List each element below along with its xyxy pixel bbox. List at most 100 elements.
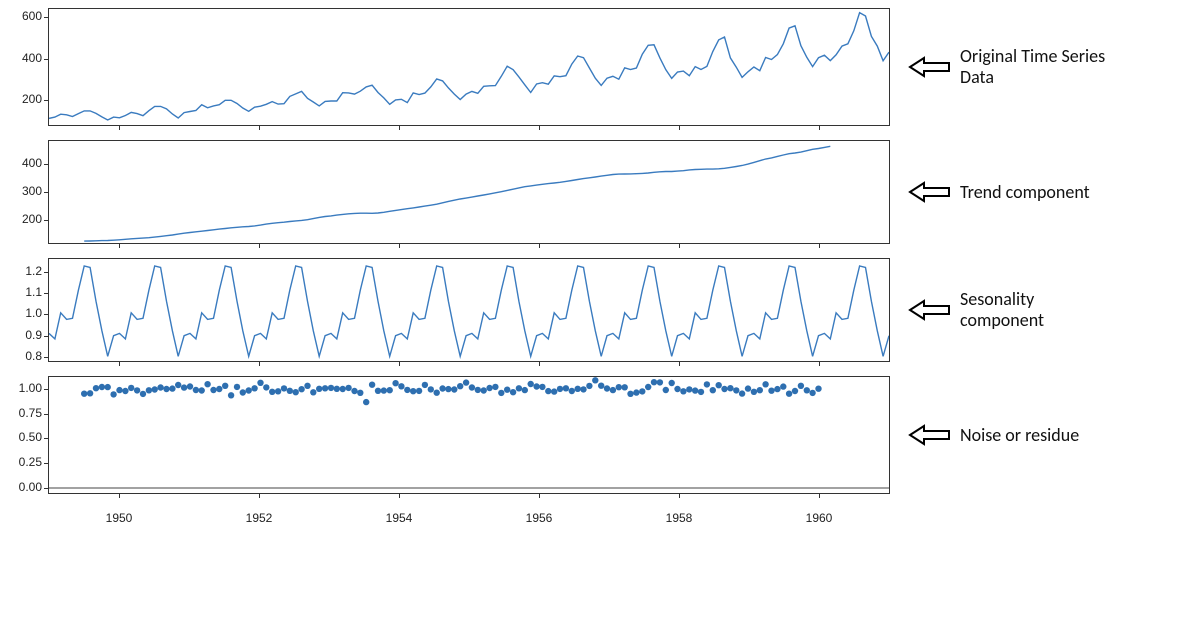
series-point xyxy=(627,391,633,397)
chart-seasonal: 195019521954195619581960 xyxy=(48,258,890,362)
y-tick-label: 1.2 xyxy=(25,264,42,278)
series-point xyxy=(762,381,768,387)
arrow-left-icon xyxy=(908,56,952,78)
series-point xyxy=(475,387,481,393)
series-point xyxy=(516,385,522,391)
y-tick-label: 0.9 xyxy=(25,328,42,342)
x-tick-label: 1960 xyxy=(806,511,833,525)
series-point xyxy=(657,379,663,385)
y-axis-seasonal: 0.80.91.01.11.2 xyxy=(0,258,48,360)
series-point xyxy=(428,386,434,392)
series-point xyxy=(381,387,387,393)
series-point xyxy=(616,384,622,390)
series-point xyxy=(751,389,757,395)
series-point xyxy=(457,383,463,389)
series-point xyxy=(140,391,146,397)
series-point xyxy=(539,384,545,390)
y-tick-label: 600 xyxy=(22,9,42,23)
series-point xyxy=(721,386,727,392)
series-point xyxy=(445,386,451,392)
series-point xyxy=(298,386,304,392)
series-point xyxy=(122,388,128,394)
series-point xyxy=(363,399,369,405)
series-point xyxy=(439,385,445,391)
series-point xyxy=(181,384,187,390)
y-tick-label: 400 xyxy=(22,156,42,170)
plot-wrap-trend: 200300400 195019521954195619581960 xyxy=(0,140,890,244)
y-tick-label: 400 xyxy=(22,51,42,65)
series-point xyxy=(387,387,393,393)
series-point xyxy=(234,384,240,390)
series-point xyxy=(586,383,592,389)
series-point xyxy=(704,381,710,387)
plot-wrap-residual: 0.000.250.500.751.00 1950195219541956195… xyxy=(0,376,890,494)
series-point xyxy=(545,388,551,394)
series-point xyxy=(486,385,492,391)
series-point xyxy=(328,385,334,391)
series-line xyxy=(49,266,889,356)
series-line xyxy=(49,13,889,120)
series-point xyxy=(152,386,158,392)
x-tick-label: 1954 xyxy=(386,511,413,525)
series-point xyxy=(674,386,680,392)
y-tick-label: 0.00 xyxy=(19,480,42,494)
series-point xyxy=(99,384,105,390)
series-point xyxy=(334,386,340,392)
panel-seasonal: 0.80.91.01.11.2 195019521954195619581960… xyxy=(0,258,1200,362)
chart-svg xyxy=(49,259,889,361)
series-point xyxy=(434,390,440,396)
y-tick-label: 0.8 xyxy=(25,349,42,363)
chart-original: 195019521954195619581960 xyxy=(48,8,890,126)
series-point xyxy=(569,388,575,394)
chart-svg xyxy=(49,377,889,493)
series-point xyxy=(563,385,569,391)
series-point xyxy=(187,383,193,389)
chart-svg xyxy=(49,9,889,125)
series-point xyxy=(257,380,263,386)
series-point xyxy=(199,387,205,393)
series-point xyxy=(345,385,351,391)
series-point xyxy=(404,387,410,393)
y-axis-residual: 0.000.250.500.751.00 xyxy=(0,376,48,492)
annotation-seasonal: Sesonality component xyxy=(908,289,1108,330)
series-point xyxy=(269,389,275,395)
series-point xyxy=(351,388,357,394)
series-point xyxy=(281,385,287,391)
series-point xyxy=(93,385,99,391)
series-point xyxy=(768,388,774,394)
series-point xyxy=(81,391,87,397)
panel-residual: 0.000.250.500.751.00 1950195219541956195… xyxy=(0,376,1200,494)
series-point xyxy=(739,390,745,396)
series-point xyxy=(246,387,252,393)
series-point xyxy=(157,384,163,390)
y-tick-label: 1.00 xyxy=(19,381,42,395)
y-axis-original: 200400600 xyxy=(0,8,48,124)
series-point xyxy=(792,388,798,394)
series-point xyxy=(275,388,281,394)
series-point xyxy=(410,388,416,394)
y-tick-label: 300 xyxy=(22,184,42,198)
series-point xyxy=(686,386,692,392)
series-point xyxy=(575,386,581,392)
series-point xyxy=(463,379,469,385)
series-point xyxy=(610,387,616,393)
y-tick-label: 0.75 xyxy=(19,406,42,420)
series-point xyxy=(240,389,246,395)
series-point xyxy=(134,387,140,393)
annotation-label-seasonal: Sesonality component xyxy=(960,289,1108,330)
series-point xyxy=(604,385,610,391)
series-point xyxy=(357,390,363,396)
y-tick-label: 1.1 xyxy=(25,285,42,299)
series-point xyxy=(116,387,122,393)
series-point xyxy=(809,390,815,396)
series-point xyxy=(727,385,733,391)
series-point xyxy=(316,386,322,392)
series-point xyxy=(498,390,504,396)
series-point xyxy=(533,383,539,389)
arrow-left-icon xyxy=(908,181,952,203)
annotation-label-trend: Trend component xyxy=(960,182,1090,203)
plot-wrap-original: 200400600 195019521954195619581960 xyxy=(0,8,890,126)
series-point xyxy=(745,385,751,391)
series-point xyxy=(780,383,786,389)
chart-residual: 195019521954195619581960 xyxy=(48,376,890,494)
